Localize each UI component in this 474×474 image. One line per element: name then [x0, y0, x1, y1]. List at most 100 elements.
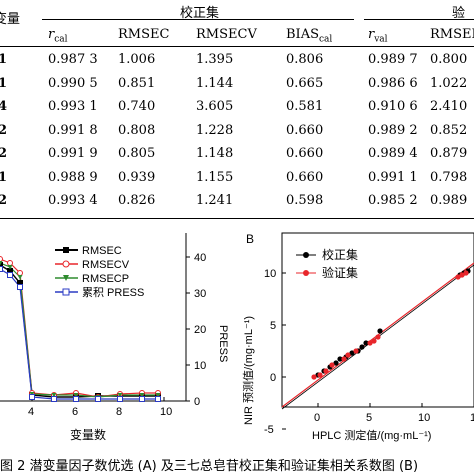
table-cell: 1.006 — [118, 52, 156, 67]
table-cell: 0.598 — [286, 193, 324, 208]
table-cell: 0.993 4 — [48, 193, 98, 208]
fig-a-x-tick-label: 10 — [160, 406, 172, 418]
table-cell: 0.985 2 — [368, 193, 418, 208]
figure-b-chart: B 10 5 0 -5 0 5 10 15 校正集 验证集 NIR 预测值/(mg·mL⁻¹… — [242, 232, 474, 442]
fig-a-x-tick-label: 8 — [116, 406, 122, 418]
fig-b-point-validation — [375, 334, 381, 340]
fig-a-right-axis-label: PRESS — [217, 325, 229, 362]
table-cell: 0.989 7 — [368, 52, 418, 67]
column-header-bias_cal: BIAScal — [286, 27, 333, 45]
table-cell: 0.987 3 — [48, 52, 98, 67]
fig-a-marker — [0, 261, 3, 266]
table-cell: 0.851 — [118, 75, 156, 91]
fig-b-x-tick-label: 0 — [314, 412, 320, 424]
fig-b-point-calibration — [333, 360, 339, 366]
table-cell: 0.740 — [118, 99, 156, 114]
fig-a-x-tick-label: 6 — [72, 406, 78, 418]
fig-b-point-validation — [371, 338, 377, 344]
fig-a-marker — [73, 396, 79, 402]
fig-b-point-validation — [367, 340, 373, 346]
fig-a-right-tick-label: 30 — [194, 288, 206, 300]
table-cell: 0.798 — [430, 169, 468, 185]
fig-b-point-validation — [311, 374, 317, 380]
fig-b-xlabel: HPLC 测定值/(mg·mL⁻¹) — [312, 428, 431, 442]
legend-press: 累积 PRESS — [82, 286, 144, 299]
table-cell: 0.991 8 — [48, 122, 98, 138]
group-header-calibration: 校正集 — [180, 6, 220, 21]
table-cell: 0.800 — [430, 52, 468, 67]
row-label: 2 — [0, 146, 8, 161]
row-label: 1 — [0, 169, 8, 185]
fig-a-right-tick-label: 20 — [194, 324, 206, 336]
column-header-rmsec: RMSEC — [118, 27, 170, 42]
fig-a-right-tick-label: 10 — [194, 360, 206, 372]
legend-rmsecp: RMSECP — [82, 273, 129, 285]
table-cell: 0.989 2 — [368, 122, 418, 138]
table-cell: 0.939 — [118, 169, 156, 185]
figure-caption: 图 2 潜变量因子数优选 (A) 及三七总皂苷校正集和验证集相关系数图 (B) — [0, 459, 419, 474]
table-cell: 0.808 — [118, 122, 156, 138]
table-cell: 0.990 5 — [48, 75, 98, 91]
table-cell: 0.826 — [118, 193, 156, 208]
table-cell: 0.989 — [430, 193, 468, 208]
row-label: 2 — [0, 122, 8, 138]
legend-calibration: 校正集 — [322, 247, 358, 262]
fig-b-point-validation — [455, 274, 461, 280]
fig-a-marker — [0, 266, 3, 272]
validation-group-rule — [364, 19, 474, 20]
table-cell: 0.991 9 — [48, 146, 98, 161]
fig-a-marker — [17, 270, 23, 276]
fig-a-marker — [51, 393, 57, 398]
fig-a-marker — [0, 262, 3, 268]
table-cell: 0.993 1 — [48, 99, 98, 114]
table-cell: 0.805 — [118, 146, 156, 161]
table-bottom-rule — [0, 218, 474, 219]
calibration-group-rule — [42, 19, 354, 20]
fig-b-point-validation — [329, 362, 335, 368]
fig-b-point-validation — [323, 368, 329, 374]
fig-a-marker — [0, 256, 3, 262]
fig-a-marker — [155, 396, 161, 402]
table-cell: 0.991 1 — [368, 169, 418, 185]
table-cell: 1.148 — [196, 146, 234, 161]
fig-a-marker — [155, 393, 161, 398]
legend-rmsec: RMSEC — [82, 245, 122, 257]
table-cell: 0.660 — [286, 122, 324, 138]
figure-a-chart: 4 6 8 10 0 10 20 30 40 RMSEC RMSECV RMSECP 累积 P… — [0, 233, 229, 442]
series-rmsecv — [0, 258, 158, 398]
table-cell: 1.144 — [196, 75, 234, 91]
fig-a-marker — [117, 393, 123, 398]
fig-a-right-tick-label: 0 — [194, 396, 200, 408]
fig-b-point-calibration — [377, 328, 383, 334]
fig-b-point-validation — [345, 352, 351, 358]
fig-b-ylabel: NIR 预测值/(mg·mL⁻¹) — [242, 316, 255, 425]
row-label: 1 — [0, 52, 8, 67]
table-cell: 0.660 — [286, 169, 324, 185]
series-rmsecp — [0, 262, 158, 398]
group-header-validation: 验 — [452, 6, 466, 21]
fig-a-marker — [7, 265, 13, 270]
fig-a-marker — [29, 394, 35, 400]
series-rmsec — [0, 264, 158, 398]
fig-b-x-tick-label: 10 — [418, 412, 430, 424]
table-cell: 2.410 — [430, 99, 468, 114]
fig-a-marker — [51, 396, 57, 402]
column-header-rmsep_partial: RMSEP — [430, 27, 474, 42]
fig-a-marker — [95, 396, 101, 402]
row-label: 1 — [0, 75, 8, 91]
fig-a-marker — [7, 260, 13, 266]
fig-b-point-validation — [353, 348, 359, 354]
group-header-variables: 变量 — [0, 12, 21, 27]
table-cell: 0.986 6 — [368, 75, 418, 91]
header-bottom-rule — [0, 46, 474, 47]
fig-b-point-calibration — [337, 356, 343, 362]
table-cell: 3.605 — [196, 99, 234, 114]
column-header-r_cal: rcal — [48, 27, 68, 45]
table-cell: 0.910 6 — [368, 99, 418, 114]
fig-b-point-calibration — [359, 344, 365, 350]
table-cell: 1.155 — [196, 169, 234, 185]
table-cell: 0.988 9 — [48, 169, 98, 185]
table-cell: 1.395 — [196, 52, 234, 67]
fig-b-point-validation — [317, 372, 323, 378]
fig-b-point-calibration — [363, 340, 369, 346]
